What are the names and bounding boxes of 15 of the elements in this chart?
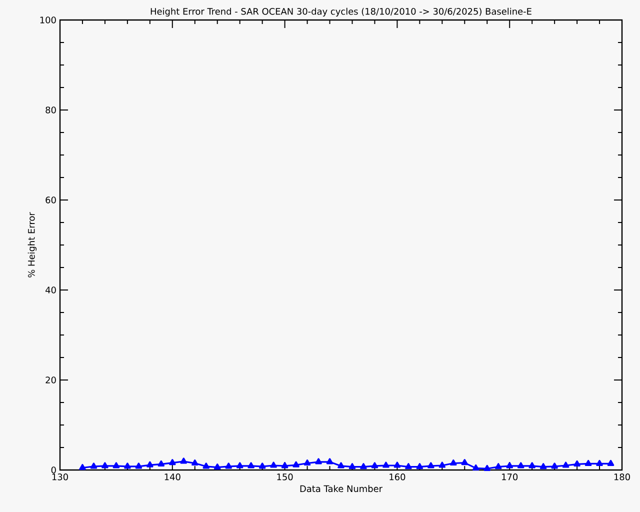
x-tick-label: 180 (614, 474, 630, 480)
y-axis-title: % Height Error (28, 212, 37, 278)
y-tick-label: 0 (51, 466, 56, 474)
chart-title: Height Error Trend - SAR OCEAN 30-day cycles (18/10/2010 -> 30/6/2025) Baseline-E (150, 8, 532, 16)
x-axis-title: Data Take Number (300, 485, 382, 492)
y-tick-label: 80 (46, 106, 56, 114)
x-tick-label: 170 (502, 474, 518, 480)
x-tick-label: 160 (390, 474, 406, 480)
x-tick-label: 140 (164, 474, 180, 480)
x-tick-label: 150 (277, 474, 293, 480)
y-tick-label: 60 (46, 196, 56, 204)
y-tick-label: 100 (40, 16, 56, 24)
y-tick-label: 20 (46, 376, 56, 384)
x-tick-label: 130 (52, 474, 68, 480)
y-tick-label: 40 (46, 286, 56, 294)
